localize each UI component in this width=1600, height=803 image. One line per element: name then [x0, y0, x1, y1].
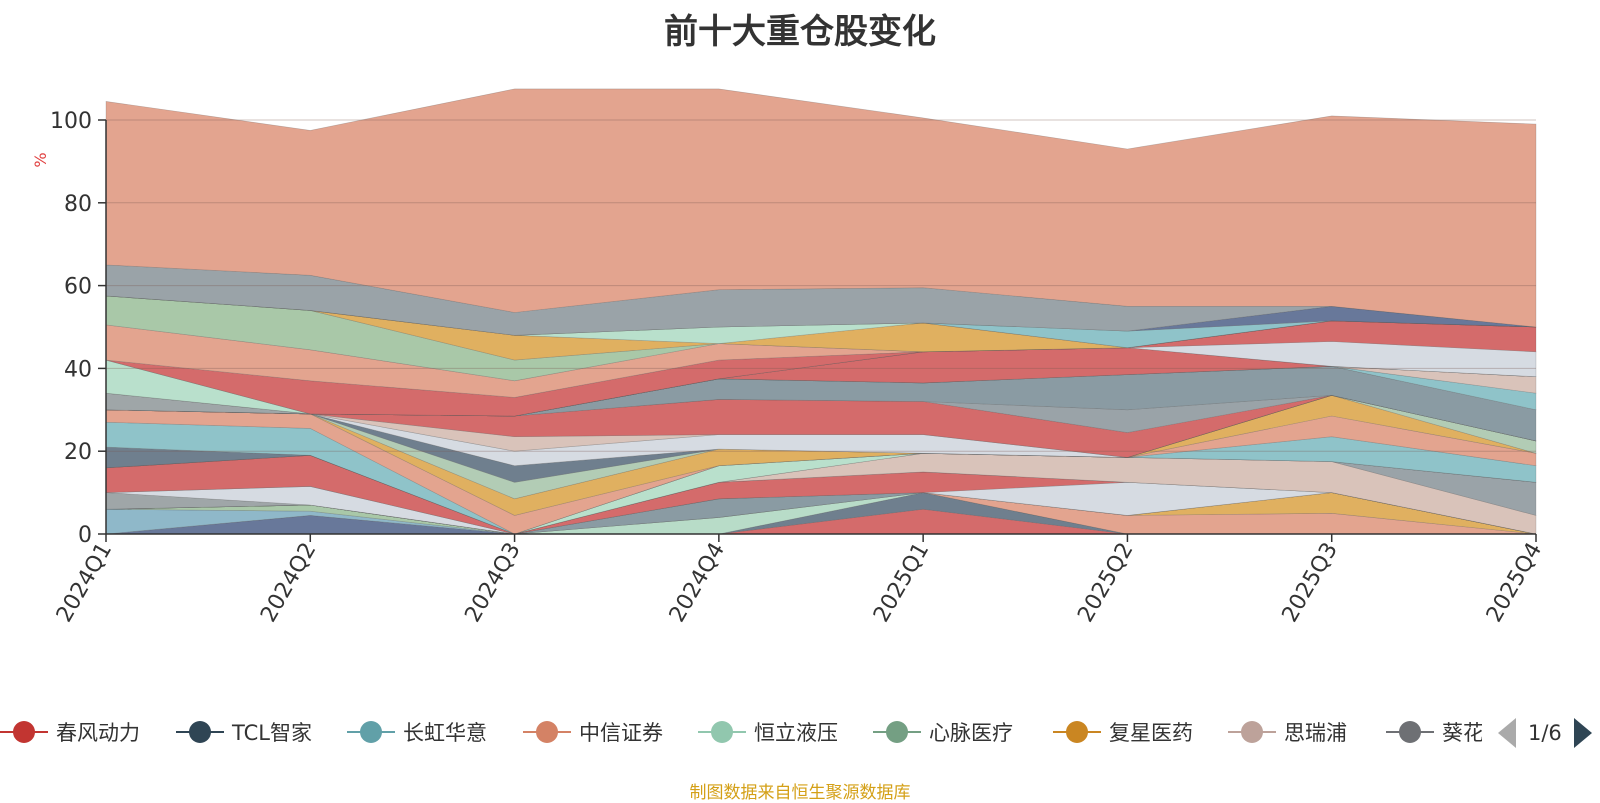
x-tick-label: 2024Q4 [665, 539, 730, 627]
legend-marker-icon [1386, 720, 1434, 744]
x-tick-label: 2024Q3 [460, 539, 525, 627]
legend-label: 中信证券 [579, 721, 663, 745]
y-tick-label: 0 [78, 523, 92, 548]
legend-item[interactable]: 中信证券 [523, 712, 663, 752]
legend-label: 长虹华意 [403, 721, 487, 745]
legend-label: 复星医药 [1109, 721, 1193, 745]
legend-label: TCL智家 [232, 721, 312, 745]
legend-item[interactable]: 心脉医疗 [873, 712, 1013, 752]
legend-item[interactable]: 葵花 [1386, 712, 1482, 752]
legend-item[interactable]: 思瑞浦 [1228, 712, 1347, 752]
chart-title: 前十大重仓股变化 [664, 12, 936, 52]
legend-marker-icon [523, 720, 571, 744]
legend-item[interactable]: 长虹华意 [347, 712, 487, 752]
y-tick-label: 60 [64, 275, 92, 300]
legend-marker-icon [347, 720, 395, 744]
data-source-note: 制图数据来自恒生聚源数据库 [689, 783, 911, 803]
x-tick-label: 2024Q2 [256, 539, 321, 627]
grid-lines [106, 119, 1536, 452]
legend-label: 心脉医疗 [929, 721, 1013, 745]
x-tick-label: 2025Q1 [869, 539, 934, 627]
legend: 春风动力 TCL智家 长虹华意 中信证券 恒立液压 心脉医疗 复星医药 思瑞浦 葵花 [0, 712, 1482, 752]
legend-prev-page-icon[interactable] [1498, 718, 1516, 748]
legend-label: 春风动力 [56, 721, 140, 745]
legend-label: 葵花 [1442, 721, 1482, 745]
legend-item[interactable]: 复星医药 [1053, 712, 1193, 752]
legend-marker-icon [698, 720, 746, 744]
legend-label: 恒立液压 [754, 721, 838, 745]
legend-marker-icon [1053, 720, 1101, 744]
y-axis-label: % [31, 152, 50, 167]
legend-page-indicator: 1/6 [1528, 721, 1562, 745]
legend-item[interactable]: 春风动力 [0, 712, 140, 752]
x-tick-label: 2024Q1 [52, 539, 117, 627]
area-layer-21[interactable] [105, 394, 1537, 500]
legend-marker-icon [1228, 720, 1276, 744]
x-tick-label: 2025Q4 [1482, 539, 1547, 627]
y-tick-label: 80 [64, 192, 92, 217]
legend-marker-icon [873, 720, 921, 744]
legend-next-page-icon[interactable] [1573, 718, 1592, 748]
legend-pager: 1/6 [1498, 718, 1592, 748]
area-series-group [105, 88, 1537, 535]
legend-label: 思瑞浦 [1284, 721, 1347, 745]
legend-marker-icon [176, 720, 224, 744]
area-layer-42[interactable] [105, 88, 1537, 328]
x-tick-label: 2025Q3 [1278, 539, 1343, 627]
y-tick-label: 20 [64, 440, 92, 465]
legend-item[interactable]: TCL智家 [176, 712, 312, 752]
y-tick-label: 100 [50, 109, 92, 134]
legend-item[interactable]: 恒立液压 [698, 712, 838, 752]
y-tick-label: 40 [64, 357, 92, 382]
x-tick-label: 2025Q2 [1073, 539, 1138, 627]
legend-marker-icon [0, 720, 48, 744]
